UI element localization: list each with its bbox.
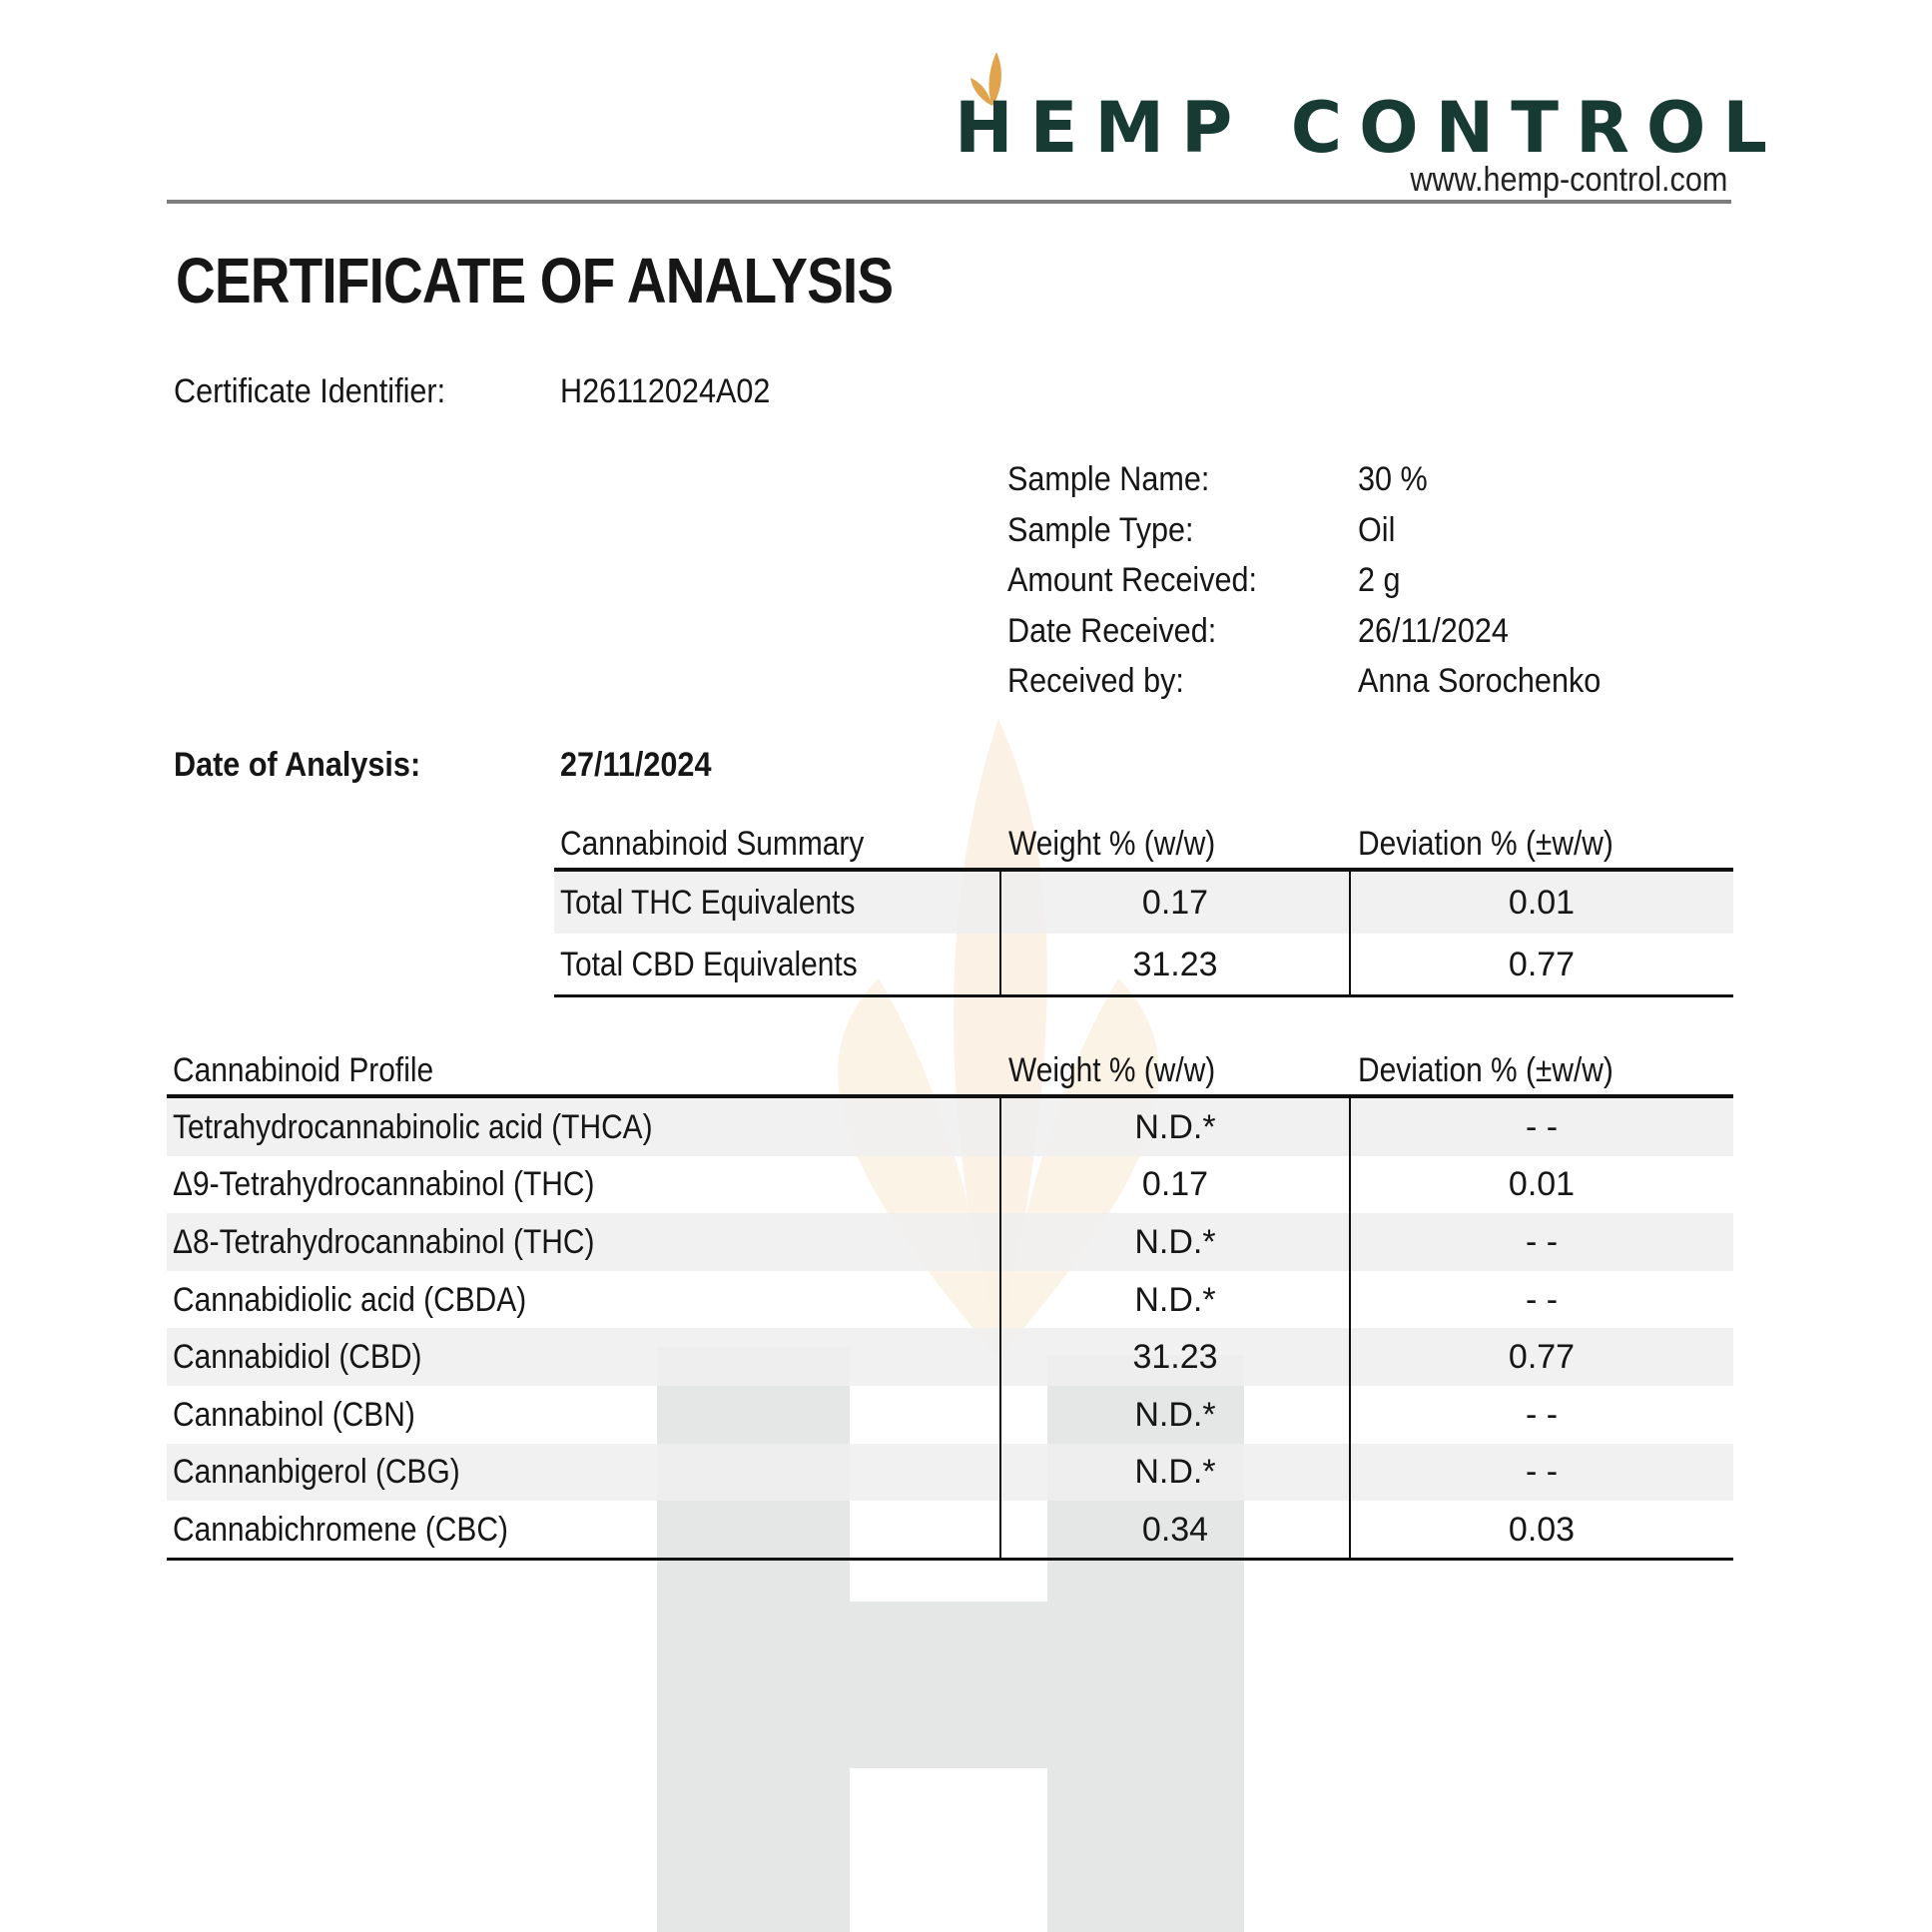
profile-cell-name: Tetrahydrocannabinolic acid (THCA) [173,1107,653,1146]
profile-cell-deviation: - - [1525,1222,1559,1261]
sample-info-value: 26/11/2024 [1358,612,1509,650]
summary-cell-deviation: 0.77 [1508,946,1576,983]
sample-info-label: Sample Name: [1007,460,1210,498]
profile-row: Cannanbigerol (CBG) N.D.* - - [167,1443,1733,1502]
profile-cell-deviation: - - [1525,1107,1559,1146]
brand-url[interactable]: www.hemp-control.com [1409,161,1727,199]
profile-cell-name: Cannabidiol (CBD) [173,1338,422,1377]
summary-cell-name: Total THC Equivalents [560,884,856,922]
profile-cell-deviation: - - [1525,1280,1559,1319]
sample-info-value: Oil [1358,511,1396,549]
certificate-identifier-label: Certificate Identifier: [174,372,446,410]
profile-cell-deviation: 0.03 [1508,1510,1576,1549]
summary-header-2: Deviation % (±w/w) [1358,825,1613,863]
profile-header-rule [167,1094,1733,1098]
profile-cell-weight: N.D.* [1134,1280,1216,1319]
summary-cell-deviation: 0.01 [1508,884,1576,922]
profile-cell-name: Cannabidiolic acid (CBDA) [173,1280,527,1319]
sample-info-label: Received by: [1007,662,1184,700]
summary-header-rule [554,868,1733,872]
profile-cell-weight: N.D.* [1134,1453,1216,1492]
sample-info-value: 30 % [1358,460,1428,498]
summary-cell-weight: 31.23 [1132,946,1218,983]
profile-cell-name: Cannabinol (CBN) [173,1395,415,1434]
summary-col-divider [1349,868,1351,995]
profile-row: Cannabinol (CBN) N.D.* - - [167,1386,1733,1444]
brand-logo: HEMP CONTROL [955,87,1784,169]
date-of-analysis-value: 27/11/2024 [560,746,712,784]
profile-header-2: Deviation % (±w/w) [1358,1051,1613,1089]
sample-info-value: Anna Sorochenko [1358,662,1602,700]
profile-cell-deviation: - - [1525,1453,1559,1492]
summary-row: Total THC Equivalents 0.17 0.01 [554,872,1733,934]
profile-cell-weight: 31.23 [1132,1338,1218,1377]
profile-cell-deviation: 0.77 [1508,1338,1576,1377]
sample-info-label: Amount Received: [1007,561,1258,599]
summary-header-1: Weight % (w/w) [1008,825,1216,863]
header-divider [167,200,1731,204]
profile-row: Cannabichromene (CBC) 0.34 0.03 [167,1501,1733,1559]
profile-row: Δ8-Tetrahydrocannabinol (THC) N.D.* - - [167,1213,1733,1271]
profile-cell-weight: N.D.* [1134,1395,1216,1434]
profile-cell-deviation: 0.01 [1508,1165,1576,1204]
hemp-leaf-logo-icon [970,52,1001,106]
profile-cell-deviation: - - [1525,1395,1559,1434]
profile-cell-name: Cannabichromene (CBC) [173,1510,508,1549]
sample-info-label: Sample Type: [1007,511,1194,549]
page-title: CERTIFICATE OF ANALYSIS [176,245,894,317]
summary-col-divider [999,868,1001,995]
summary-cell-weight: 0.17 [1141,884,1209,922]
profile-cell-name: Δ9-Tetrahydrocannabinol (THC) [173,1165,595,1204]
profile-cell-name: Δ8-Tetrahydrocannabinol (THC) [173,1222,595,1261]
profile-bottom-rule [167,1557,1733,1561]
sample-info-value: 2 g [1358,561,1401,599]
summary-header-0: Cannabinoid Summary [560,825,865,863]
profile-cell-weight: N.D.* [1134,1107,1216,1146]
summary-cell-name: Total CBD Equivalents [560,946,858,983]
profile-cell-name: Cannanbigerol (CBG) [173,1453,460,1492]
profile-cell-weight: 0.34 [1141,1510,1209,1549]
sample-info-label: Date Received: [1007,612,1217,650]
profile-cell-weight: N.D.* [1134,1222,1216,1261]
summary-bottom-rule [554,994,1733,997]
profile-col-divider [999,1094,1001,1559]
profile-header-0: Cannabinoid Profile [173,1051,434,1089]
summary-row: Total CBD Equivalents 31.23 0.77 [554,934,1733,995]
profile-row: Δ9-Tetrahydrocannabinol (THC) 0.17 0.01 [167,1156,1733,1214]
profile-row: Tetrahydrocannabinolic acid (THCA) N.D.* -… [167,1098,1733,1156]
date-of-analysis-label: Date of Analysis: [174,746,421,784]
profile-row: Cannabidiol (CBD) 31.23 0.77 [167,1328,1733,1386]
profile-col-divider [1349,1094,1351,1559]
profile-header-1: Weight % (w/w) [1008,1051,1216,1089]
profile-row: Cannabidiolic acid (CBDA) N.D.* - - [167,1271,1733,1329]
profile-cell-weight: 0.17 [1141,1165,1209,1204]
certificate-identifier-value: H26112024A02 [560,372,771,410]
